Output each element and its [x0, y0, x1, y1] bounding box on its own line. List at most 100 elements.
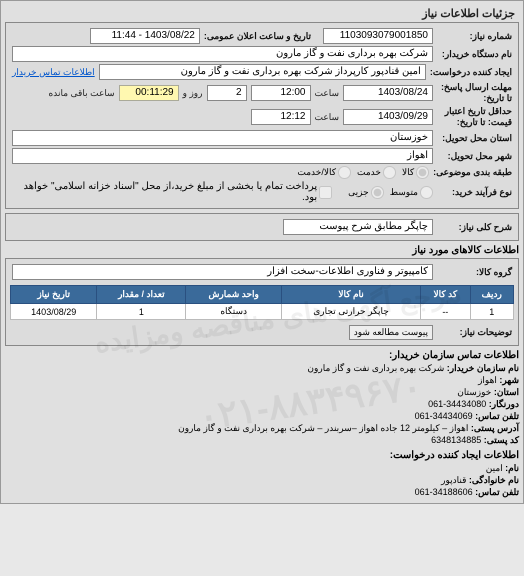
row-response-deadline: مهلت ارسال پاسخ: تا تاریخ: 1403/08/24 سا…	[10, 81, 514, 105]
contact-key: شهر:	[499, 375, 519, 385]
radio-kala-label: کالا	[402, 167, 414, 178]
th-name: نام کالا	[282, 286, 421, 304]
row-need-number: شماره نیاز: 1103093079001850 تاریخ و ساع…	[10, 27, 514, 45]
announce-date-value: 1403/08/22 - 11:44	[90, 28, 200, 44]
contact-section-title: اطلاعات تماس سازمان خریدار:	[5, 350, 519, 361]
creator-label: ایجاد کننده درخواست:	[430, 67, 512, 78]
contact-line: تلفن تماس: 34188606-061	[5, 487, 519, 498]
row-creator: ایجاد کننده درخواست: امین قنادپور کارپرد…	[10, 63, 514, 81]
contact-line: کد پستی: 6348134885	[5, 435, 519, 446]
contact-key: تلفن تماس:	[475, 487, 519, 497]
response-deadline-label-1: مهلت ارسال پاسخ:	[441, 82, 512, 92]
contact-val: اهواز – کیلومتر 12 جاده اهواز –سربندر – …	[178, 423, 468, 433]
th-unit: واحد شمارش	[186, 286, 282, 304]
row-org-name: نام دستگاه خریدار: شرکت بهره برداری نفت …	[10, 45, 514, 63]
remaining-label: ساعت باقی مانده	[49, 88, 115, 99]
radio-jozi[interactable]: جزیی	[348, 186, 384, 199]
goods-box: گروه کالا: کامپیوتر و فناوری اطلاعات-سخت…	[5, 258, 519, 346]
subject-class-radio-group: کالا خدمت کالا/خدمت	[297, 166, 429, 179]
response-date-value: 1403/08/24	[343, 85, 433, 101]
time-label-2: ساعت	[315, 112, 340, 123]
row-province: استان محل تحویل: خوزستان	[10, 129, 514, 147]
radio-jozi-label: جزیی	[348, 187, 369, 198]
announce-date-label: تاریخ و ساعت اعلان عمومی:	[204, 31, 311, 42]
time-label-1: ساعت	[315, 88, 340, 99]
days-label: روز و	[183, 88, 203, 99]
group-label: گروه کالا:	[437, 267, 512, 278]
panel-title: جزئیات اطلاعات نیاز	[5, 5, 519, 22]
price-validity-label-2: قیمت: تا تاریخ:	[457, 117, 512, 127]
payment-checkbox[interactable]: پرداخت تمام یا بخشی از مبلغ خرید،از محل …	[12, 181, 332, 203]
buyer-contact-link[interactable]: اطلاعات تماس خریدار	[12, 67, 95, 78]
radio-kala[interactable]: کالا	[402, 166, 429, 179]
th-code: کد کالا	[421, 286, 470, 304]
attachment-button[interactable]: پیوست مطالعه شود	[349, 325, 433, 340]
contact-line: دورنگار: 34434080-061	[5, 399, 519, 410]
province-label: استان محل تحویل:	[437, 133, 512, 144]
radio-khedmat[interactable]: خدمت	[357, 166, 396, 179]
td-date: 1403/08/29	[11, 304, 97, 320]
contact-line: تلفن تماس: 34434069-061	[5, 411, 519, 422]
response-time-value: 12:00	[251, 85, 311, 101]
response-deadline-label-2: تا تاریخ:	[483, 93, 512, 103]
province-value: خوزستان	[12, 130, 433, 146]
td-unit: دستگاه	[186, 304, 282, 320]
process-type-radio-group: متوسط جزیی	[348, 186, 433, 199]
remaining-time-value: 00:11:29	[119, 85, 179, 101]
contact-val: 34434080-061	[428, 399, 486, 409]
radio-motavasset[interactable]: متوسط	[390, 186, 433, 199]
city-value: اهواز	[12, 148, 433, 164]
contact-key: تلفن تماس:	[475, 411, 519, 421]
th-row: ردیف	[470, 286, 513, 304]
org-name-label: نام دستگاه خریدار:	[437, 49, 512, 60]
contact-val: 6348134885	[431, 435, 481, 445]
radio-motavasset-label: متوسط	[390, 187, 418, 198]
subject-box: شرح کلی نیاز: چاپگر مطابق شرح پیوست	[5, 213, 519, 241]
subject-value: چاپگر مطابق شرح پیوست	[283, 219, 433, 235]
th-date: تاریخ نیاز	[11, 286, 97, 304]
td-qty: 1	[97, 304, 186, 320]
main-form-box: شماره نیاز: 1103093079001850 تاریخ و ساع…	[5, 22, 519, 209]
items-table: ردیف کد کالا نام کالا واحد شمارش تعداد /…	[10, 285, 514, 320]
contact-line: نام سازمان خریدار: شرکت بهره برداری نفت …	[5, 363, 519, 374]
days-remain-value: 2	[207, 85, 247, 101]
goods-info-title: اطلاعات کالاهای مورد نیاز	[5, 245, 519, 256]
contact-val: شرکت بهره برداری نفت و گاز مارون	[307, 363, 444, 373]
row-subject: شرح کلی نیاز: چاپگر مطابق شرح پیوست	[10, 218, 514, 236]
contact-key: کد پستی:	[484, 435, 519, 445]
radio-kala-khedmat[interactable]: کالا/خدمت	[297, 166, 351, 179]
creator-section-title: اطلاعات ایجاد کننده درخواست:	[5, 450, 519, 461]
contact-val: خوزستان	[457, 387, 491, 397]
price-validity-time-value: 12:12	[251, 109, 311, 125]
need-number-label: شماره نیاز:	[437, 31, 512, 42]
td-code: --	[421, 304, 470, 320]
contact-line: نام: امین	[5, 463, 519, 474]
need-number-value: 1103093079001850	[323, 28, 433, 44]
contact-val: 34188606-061	[415, 487, 473, 497]
contact-val: اهواز	[478, 375, 497, 385]
contact-key: استان:	[494, 387, 519, 397]
price-validity-label: حداقل تاریخ اعتبار قیمت: تا تاریخ:	[437, 106, 512, 128]
creator-value: امین قنادپور کارپرداز شرکت بهره برداری ن…	[99, 64, 426, 80]
price-validity-date-value: 1403/09/29	[343, 109, 433, 125]
row-group: گروه کالا: کامپیوتر و فناوری اطلاعات-سخت…	[10, 263, 514, 281]
td-name: چاپگر حرارتی تجاری	[282, 304, 421, 320]
response-deadline-label: مهلت ارسال پاسخ: تا تاریخ:	[437, 82, 512, 104]
contact-val: 34434069-061	[415, 411, 473, 421]
city-label: شهر محل تحویل:	[437, 151, 512, 162]
radio-khedmat-label: خدمت	[357, 167, 381, 178]
price-validity-label-1: حداقل تاریخ اعتبار	[445, 106, 512, 116]
row-process-type: نوع فرآیند خرید: متوسط جزیی پرداخت تمام …	[10, 180, 514, 204]
details-panel: جزئیات اطلاعات نیاز شماره نیاز: 11030930…	[0, 0, 524, 504]
contact-key: آدرس پستی:	[471, 423, 519, 433]
th-qty: تعداد / مقدار	[97, 286, 186, 304]
contact-key: دورنگار:	[489, 399, 519, 409]
contact-line: آدرس پستی: اهواز – کیلومتر 12 جاده اهواز…	[5, 423, 519, 434]
subject-class-label: طبقه بندی موضوعی:	[433, 167, 512, 178]
contact-line: استان: خوزستان	[5, 387, 519, 398]
creator-contacts: نام: امین نام خانوادگی: قنادپور تلفن تما…	[5, 463, 519, 498]
items-table-head: ردیف کد کالا نام کالا واحد شمارش تعداد /…	[11, 286, 514, 304]
row-city: شهر محل تحویل: اهواز	[10, 147, 514, 165]
radio-kala-khedmat-label: کالا/خدمت	[297, 167, 336, 178]
contact-val: امین	[486, 463, 503, 473]
